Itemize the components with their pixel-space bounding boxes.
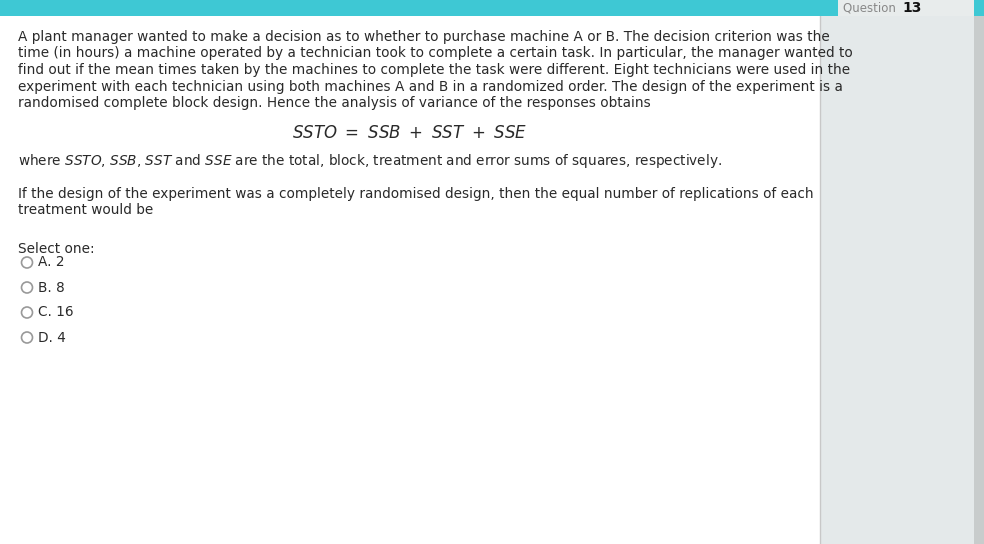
Text: C. 16: C. 16 <box>37 306 73 319</box>
Bar <box>0 0 820 544</box>
Bar <box>974 0 984 544</box>
Text: $\mathbf{\mathit{SSTO}}\ =\ \mathbf{\mathit{SSB}}\ +\ \mathbf{\mathit{SST}}\ +\ : $\mathbf{\mathit{SSTO}}\ =\ \mathbf{\mat… <box>292 125 527 143</box>
Text: experiment with each technician using both machines A and B in a randomized orde: experiment with each technician using bo… <box>18 79 843 94</box>
Text: treatment would be: treatment would be <box>18 203 154 218</box>
Bar <box>0 0 984 16</box>
Bar <box>820 0 838 16</box>
Text: A. 2: A. 2 <box>37 256 64 269</box>
Text: B. 8: B. 8 <box>37 281 64 294</box>
Text: 13: 13 <box>902 1 921 15</box>
Text: A plant manager wanted to make a decision as to whether to purchase machine A or: A plant manager wanted to make a decisio… <box>18 30 830 44</box>
Text: If the design of the experiment was a completely randomised design, then the equ: If the design of the experiment was a co… <box>18 187 814 201</box>
Text: randomised complete block design. Hence the analysis of variance of the response: randomised complete block design. Hence … <box>18 96 650 110</box>
Text: D. 4: D. 4 <box>37 331 65 344</box>
Text: Select one:: Select one: <box>18 242 94 256</box>
Text: find out if the mean times taken by the machines to complete the task were diffe: find out if the mean times taken by the … <box>18 63 850 77</box>
Bar <box>838 0 974 16</box>
Text: where $\mathit{SSTO}$, $\mathit{SSB}$, $\mathit{SST}$ and $\mathit{SSE}$ are the: where $\mathit{SSTO}$, $\mathit{SSB}$, $… <box>18 152 722 170</box>
Text: Question: Question <box>843 2 900 15</box>
Text: time (in hours) a machine operated by a technician took to complete a certain ta: time (in hours) a machine operated by a … <box>18 46 853 60</box>
Bar <box>820 0 984 544</box>
